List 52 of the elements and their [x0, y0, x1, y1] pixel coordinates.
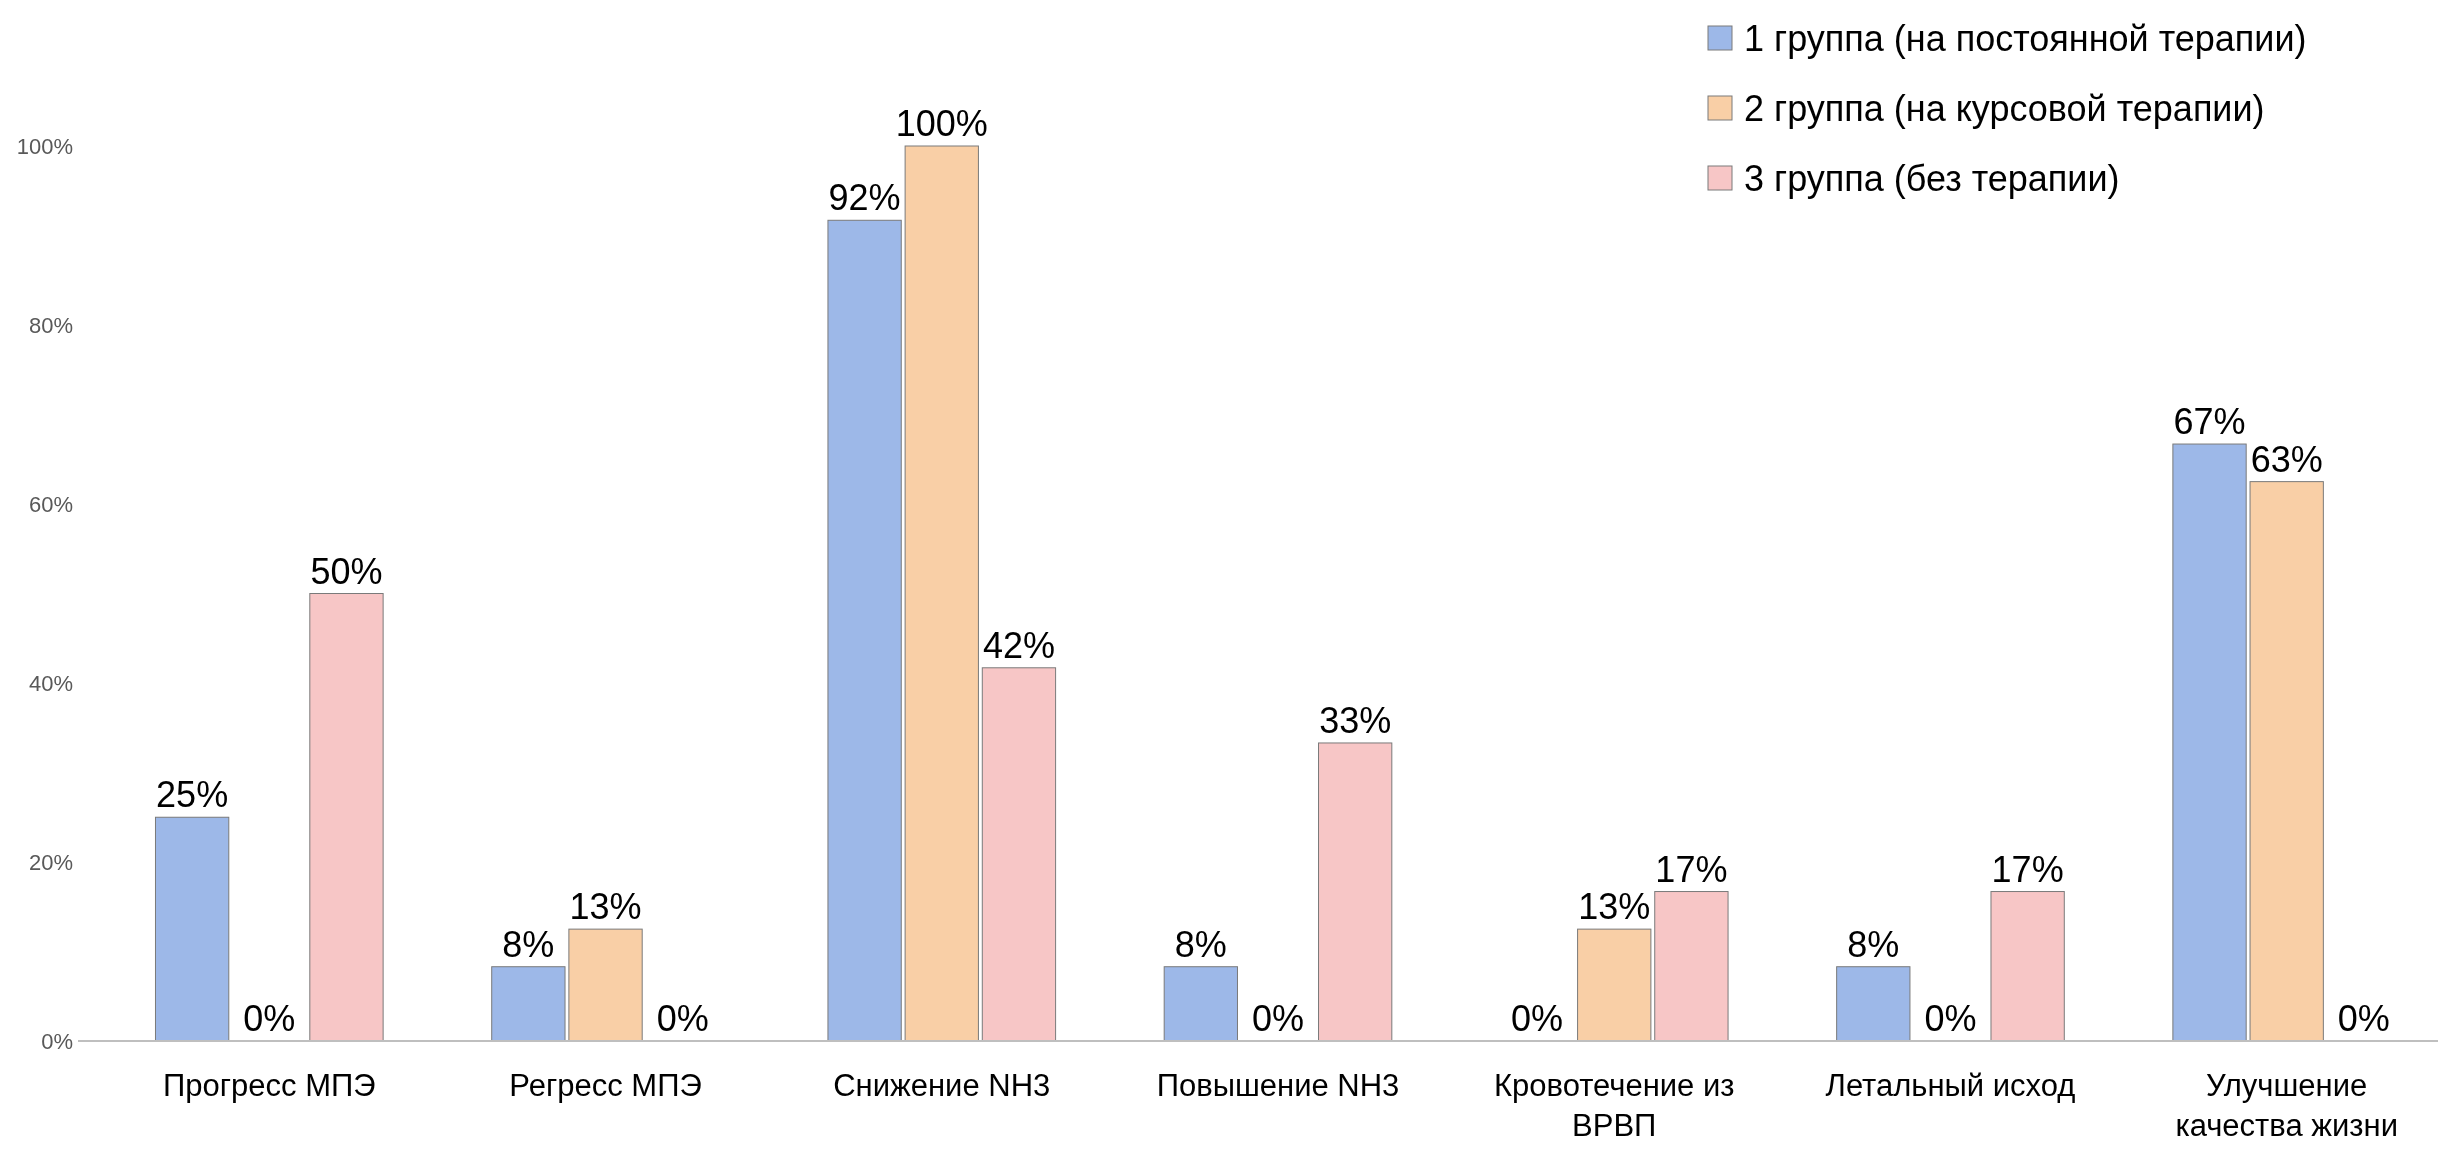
y-tick-label: 40%: [28, 670, 73, 696]
x-tick-label: Улучшение качества жизни: [2175, 1068, 2398, 1143]
legend-label: 1 группа (на постоянной терапии): [1744, 17, 2307, 59]
bar: [154, 816, 230, 1042]
bar: [1836, 966, 1911, 1042]
data-label: 42%: [982, 624, 1055, 666]
x-tick-label: Повышение NH3: [1156, 1068, 1400, 1103]
bar: [1163, 966, 1238, 1042]
bar: [981, 667, 1057, 1042]
x-tick-label: Кровотечение из ВРВП: [1493, 1068, 1735, 1143]
bar: [568, 928, 643, 1042]
bar: [1654, 891, 1729, 1042]
x-tick-label: Летальный исход: [1825, 1068, 2076, 1103]
data-label: 0%: [1251, 998, 1305, 1039]
data-label: 17%: [1991, 848, 2064, 890]
data-label: 92%: [828, 177, 901, 219]
data-label: 13%: [569, 886, 642, 928]
y-tick-label: 0%: [41, 1028, 73, 1054]
data-label: 8%: [1847, 923, 1900, 965]
data-label: 63%: [2250, 438, 2323, 480]
bar: [2249, 481, 2324, 1042]
bar: [827, 219, 902, 1042]
legend-label: 3 группа (без терапии): [1744, 157, 2120, 199]
data-label: 100%: [895, 103, 988, 144]
data-label: 67%: [2173, 401, 2246, 443]
data-label: 0%: [1924, 998, 1977, 1039]
data-label: 50%: [310, 550, 383, 592]
x-tick-label: Прогресс МПЭ: [163, 1068, 376, 1103]
data-label: 17%: [1655, 848, 1728, 890]
bar: [1577, 928, 1652, 1042]
x-tick-label: Регресс МПЭ: [509, 1068, 702, 1103]
data-label: 0%: [243, 998, 296, 1039]
bar: [2172, 443, 2247, 1042]
x-tick-label: Снижение NH3: [833, 1068, 1051, 1103]
legend-label: 2 группа (на курсовой терапии): [1744, 87, 2265, 129]
bar: [1318, 742, 1393, 1042]
bar: [1990, 891, 2065, 1042]
y-tick-label: 80%: [28, 312, 73, 338]
data-label: 0%: [656, 998, 709, 1039]
data-label: 25%: [156, 774, 229, 816]
bar: [309, 593, 384, 1042]
data-label: 8%: [502, 923, 555, 965]
data-label: 33%: [1319, 699, 1392, 741]
data-label: 0%: [1511, 998, 1564, 1039]
y-tick-label: 100%: [16, 133, 73, 159]
bar: [904, 145, 979, 1042]
data-label: 8%: [1174, 923, 1227, 965]
bar: [491, 966, 566, 1042]
data-label: 13%: [1578, 886, 1651, 928]
data-label: 0%: [2337, 998, 2390, 1039]
y-tick-label: 20%: [28, 849, 73, 875]
y-tick-label: 60%: [28, 491, 73, 517]
